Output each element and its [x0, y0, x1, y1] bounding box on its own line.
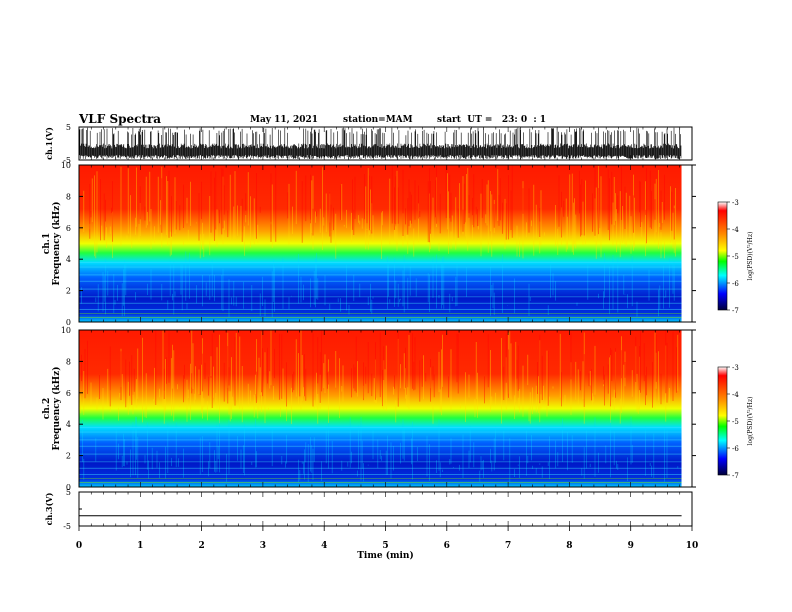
date-label: May 11, 2021	[250, 115, 318, 125]
ch1-spectrogram-ytick-label: 4	[66, 255, 71, 264]
xtick-label: 4	[321, 541, 327, 551]
ch2-spectrogram-ytick-label: 0	[66, 483, 71, 492]
xtick-label: 2	[198, 541, 204, 551]
ch2-spectrogram-streaks-cyan	[82, 416, 679, 483]
ch2-spectrogram-colorbar-label: log(PSD)(V²/Hz)	[747, 397, 754, 446]
ch2-spectrogram-ytick-label: 4	[66, 420, 71, 429]
ch2-spectrogram-colorbar	[717, 366, 728, 476]
ch3-ylabel: ch.3(V)	[44, 492, 54, 525]
ch1-spectrogram-streaks-yellow	[83, 166, 676, 259]
ch1-spectrogram-colorbar-tick-label: -4	[732, 226, 739, 234]
ch2-spectrogram-ytick-label: 2	[66, 452, 71, 461]
ch2-spectrogram-gap	[681, 330, 692, 487]
xtick-label: 8	[566, 541, 572, 551]
ch1-spectrogram-ytick-label: 0	[66, 318, 71, 327]
ch1-spectrogram-colorbar-label: log(PSD)(V²/Hz)	[747, 232, 754, 281]
ch2-spectrogram-colorbar-tick-label: -5	[732, 418, 739, 426]
ch1-spectrogram-ytick-label: 8	[66, 192, 71, 201]
ch2-spectrogram-ylabel-freq: Frequency (kHz)	[51, 366, 62, 450]
ch1-spectrogram-background	[79, 165, 682, 322]
ch1-spectrogram-ytick-label: 2	[66, 287, 71, 296]
ch1-spectrogram-ytick-label: 6	[66, 224, 71, 233]
ch2-spectrogram-colorbar-tick-label: -3	[732, 364, 739, 372]
ch2-spectrogram-colorbar-tick-label: -4	[732, 391, 739, 399]
ch2-spectrogram-colorbar-tick-label: -6	[732, 445, 739, 453]
x-axis-label: Time (min)	[357, 550, 414, 561]
ch1-spectrogram-ylabel-freq: Frequency (kHz)	[51, 201, 62, 285]
ch1-ytick-label: -5	[63, 156, 71, 165]
ch1-spectrogram-ytick-label: 10	[61, 161, 71, 170]
ch1-waveform-trace	[78, 127, 682, 159]
xtick-label: 6	[444, 541, 450, 551]
start-time-label: start UT = 23: 0 : 1	[437, 115, 547, 125]
ch1-spectrogram-gap	[681, 165, 692, 322]
ch2-spectrogram-colorbar-tick-label: -7	[732, 472, 739, 480]
ch1-ylabel: ch.1(V)	[44, 127, 54, 160]
xtick-label: 0	[76, 541, 82, 551]
xtick-label: 3	[260, 541, 266, 551]
ch2-spectrogram-ytick-label: 6	[66, 389, 71, 398]
ch1-spectrogram-colorbar	[717, 201, 728, 311]
ch3-ytick-label: -5	[63, 522, 71, 531]
ch1-spectrogram-ylabel-channel: ch.1	[42, 233, 52, 254]
ch1-spectrogram-streaks-red	[89, 165, 675, 244]
xtick-label: 10	[686, 541, 699, 551]
xtick-label: 9	[628, 541, 634, 551]
ch2-spectrogram-ytick-label: 8	[66, 357, 71, 366]
ch2-spectrogram-ylabel-channel: ch.2	[42, 398, 52, 419]
ch3-waveform-frame	[78, 491, 693, 527]
ch1-ytick-label: 5	[66, 123, 71, 132]
ch1-spectrogram-colorbar-tick-label: -5	[732, 253, 739, 261]
ch2-spectrogram-ytick-label: 10	[61, 326, 71, 335]
chart-title: VLF Spectra	[79, 112, 162, 126]
ch1-spectrogram-colorbar-tick-label: -7	[732, 307, 739, 315]
ch1-spectrogram-colorbar-tick-label: -3	[732, 199, 739, 207]
ch1-spectrogram-colorbar-tick-label: -6	[732, 280, 739, 288]
xtick-label: 7	[505, 541, 511, 551]
xtick-label: 1	[137, 541, 143, 551]
station-label: station=MAM	[343, 115, 413, 125]
xtick-label: 5	[382, 541, 388, 551]
ch3-ytick-label: 5	[66, 488, 71, 497]
